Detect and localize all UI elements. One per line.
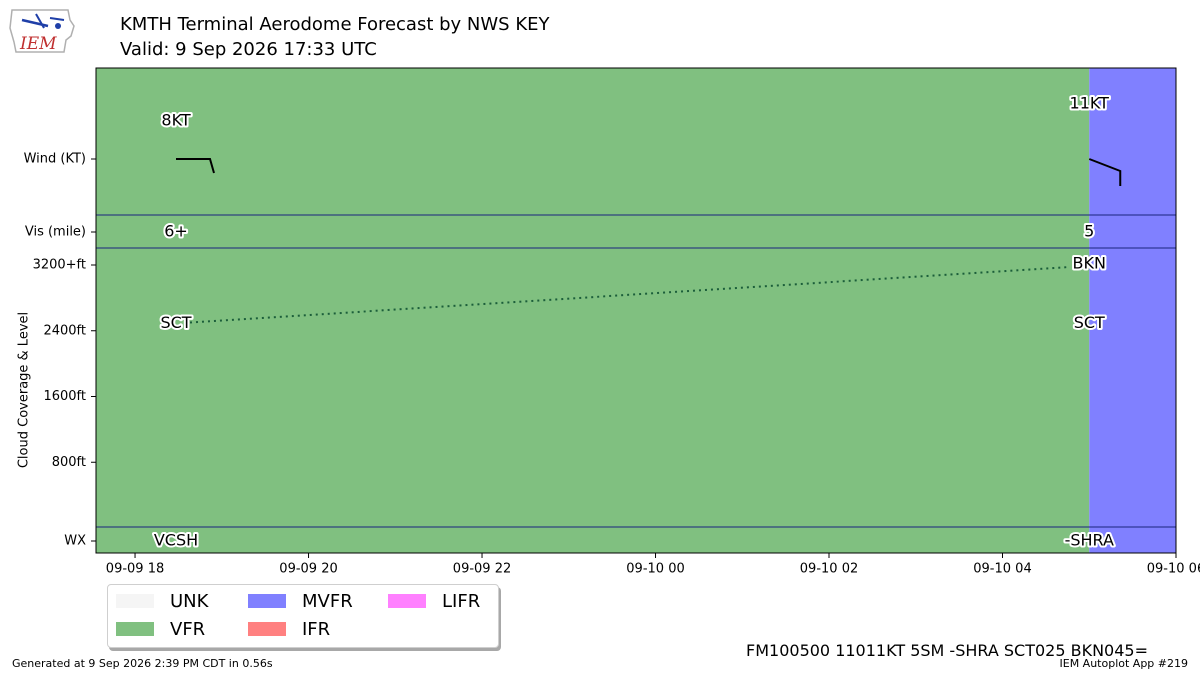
x-tick-label: 09-10 02 xyxy=(800,562,858,577)
legend-item-unk: UNK xyxy=(116,590,209,612)
generated-note: Generated at 9 Sep 2026 2:39 PM CDT in 0… xyxy=(12,657,273,670)
legend-swatch xyxy=(116,594,154,608)
legend-item-mvfr: MVFR xyxy=(248,590,353,612)
app-note: IEM Autoplot App #219 xyxy=(1059,657,1189,670)
y-cloud-tick-label: 3200+ft xyxy=(33,258,86,273)
legend-item-ifr: IFR xyxy=(248,618,331,640)
band-vfr xyxy=(96,68,1090,553)
cloud-label-1-1-halo: BKN xyxy=(1073,254,1106,273)
wind-barb-0 xyxy=(176,158,215,174)
legend-item-vfr: VFR xyxy=(116,618,206,640)
legend-label: LIFR xyxy=(442,590,481,612)
svg-text:IEM: IEM xyxy=(19,34,57,54)
wind-label-1-halo: 11KT xyxy=(1070,94,1110,113)
band-mvfr xyxy=(1089,68,1176,553)
x-tick-label: 09-10 00 xyxy=(626,562,684,577)
cloud-label-1-0: SCT xyxy=(1074,313,1105,332)
legend-swatch xyxy=(388,594,426,608)
y-row-label: WX xyxy=(64,534,86,549)
legend-swatch xyxy=(248,594,286,608)
vis-label-1: 5 xyxy=(1084,222,1094,241)
chart-title-block: KMTH Terminal Aerodome Forecast by NWS K… xyxy=(120,12,550,62)
wx-label-0-halo: VCSH xyxy=(154,531,198,550)
wx-label-1-halo: -SHRA xyxy=(1065,531,1114,550)
chart-title: KMTH Terminal Aerodome Forecast by NWS K… xyxy=(120,14,550,35)
legend-swatch xyxy=(116,622,154,636)
legend-label: UNK xyxy=(170,590,209,612)
wx-label-1: -SHRA xyxy=(1065,531,1114,550)
plot-frame xyxy=(95,67,1177,554)
wind-label-1: 11KT xyxy=(1070,94,1110,113)
legend: UNK MVFR LIFR VFR IFR xyxy=(107,584,499,648)
y-row-label: Wind (KT) xyxy=(24,152,86,167)
taf-text: FM100500 11011KT 5SM -SHRA SCT025 BKN045… xyxy=(746,641,1148,660)
y-row-label: Vis (mile) xyxy=(25,225,86,240)
y-axis-label: Cloud Coverage & Level xyxy=(17,312,32,468)
vis-label-0-halo: 6+ xyxy=(164,222,188,241)
legend-label: MVFR xyxy=(302,590,353,612)
legend-swatch xyxy=(248,622,286,636)
x-tick-label: 09-10 04 xyxy=(973,562,1031,577)
legend-item-lifr: LIFR xyxy=(388,590,481,612)
legend-label: VFR xyxy=(170,618,206,640)
chart-subtitle: Valid: 9 Sep 2026 17:33 UTC xyxy=(120,39,377,60)
cloud-label-0-0: SCT xyxy=(160,313,191,332)
wind-barb-1 xyxy=(1088,158,1122,186)
wind-label-0: 8KT xyxy=(161,111,190,130)
y-cloud-tick-label: 1600ft xyxy=(43,389,86,404)
y-cloud-tick-label: 800ft xyxy=(52,455,86,470)
iem-logo: IEM xyxy=(8,6,80,62)
cloud-label-0-0-halo: SCT xyxy=(160,313,191,332)
cloud-label-1-0-halo: SCT xyxy=(1074,313,1105,332)
legend-label: IFR xyxy=(302,618,331,640)
wx-label-0: VCSH xyxy=(154,531,198,550)
wind-label-0-halo: 8KT xyxy=(161,111,190,130)
vis-label-0: 6+ xyxy=(164,222,188,241)
x-tick-label: 09-09 18 xyxy=(106,562,164,577)
x-tick-label: 09-10 06 xyxy=(1147,562,1200,577)
y-cloud-tick-label: 2400ft xyxy=(43,323,86,338)
cloud-label-1-1: BKN xyxy=(1073,254,1106,273)
x-tick-label: 09-09 20 xyxy=(279,562,337,577)
x-tick-label: 09-09 22 xyxy=(453,562,511,577)
vis-label-1-halo: 5 xyxy=(1084,222,1094,241)
